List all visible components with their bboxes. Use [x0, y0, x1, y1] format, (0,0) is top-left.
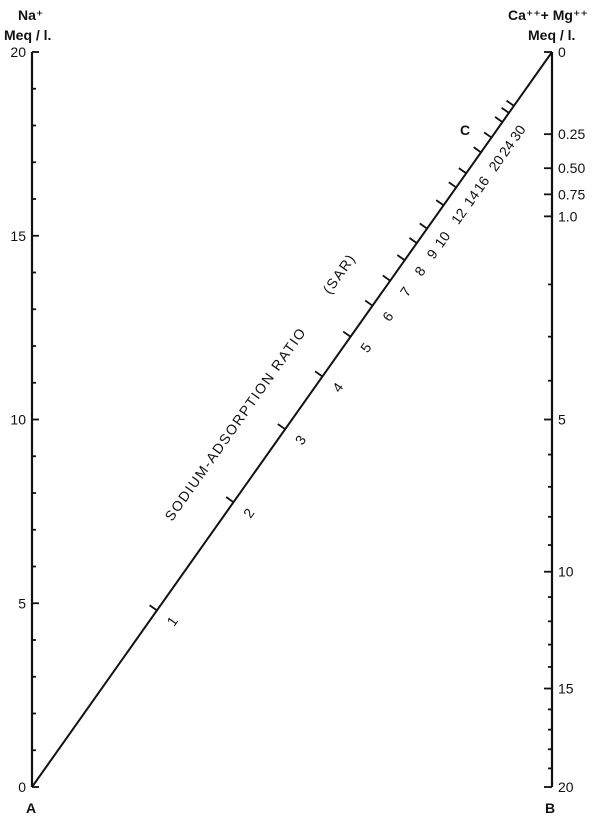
sar-tick-label: 8	[411, 263, 429, 279]
sar-tick-label: 7	[397, 284, 415, 300]
sar-tick-2	[277, 423, 286, 430]
sodium-axis-ticks: 20 15 10 5 0	[10, 44, 39, 795]
sar-tick-12	[458, 167, 467, 175]
sar-tick-label: 6	[379, 309, 397, 325]
sar-tick-label: 10	[431, 228, 453, 250]
calcium-magnesium-tick-label: 0.50	[558, 160, 585, 176]
sar-tick-label: 12	[448, 205, 470, 227]
point-b-label: B	[545, 800, 555, 816]
sodium-axis-header: Na⁺	[18, 7, 43, 23]
sar-tick-14	[483, 131, 492, 139]
calcium-magnesium-axis-header: Ca⁺⁺+ Mg⁺⁺	[508, 7, 588, 23]
sar-tick-label: 3	[292, 432, 310, 448]
sar-tick-label: 2	[240, 505, 258, 521]
sar-tick-15	[494, 116, 503, 123]
sar-tick-label: 30	[507, 122, 529, 144]
sar-abbrev: (SAR)	[319, 250, 358, 296]
sar-tick-3	[314, 370, 323, 378]
sar-tick-13	[473, 146, 482, 154]
sar-tick-label: 5	[357, 340, 375, 356]
calcium-magnesium-tick-label: 5	[558, 412, 566, 428]
calcium-magnesium-axis-ticks: 0 0.25 0.50 0.75 1.0 5 10 15 20	[544, 44, 585, 795]
sar-tick-9	[419, 222, 428, 230]
calcium-magnesium-tick-label: 10	[558, 564, 574, 580]
sar-tick-label: 9	[423, 246, 441, 262]
point-a-label: A	[26, 800, 36, 816]
sar-tick-8	[408, 237, 418, 244]
sar-tick-16	[501, 106, 510, 114]
sar-tick-5	[364, 299, 374, 307]
calcium-magnesium-tick-label: 20	[558, 779, 574, 795]
sodium-axis: Na⁺ Meq / l. 20 15 10 5 0 A	[4, 7, 51, 816]
calcium-magnesium-tick-label: 15	[558, 681, 574, 697]
calcium-magnesium-tick-label: 0.25	[558, 126, 585, 142]
sodium-tick-label: 0	[18, 779, 26, 795]
calcium-magnesium-axis-units: Meq / l.	[528, 27, 575, 43]
sar-title: SODIUM-ADSORPTION RATIO	[161, 324, 309, 524]
sar-tick-10	[435, 199, 445, 207]
sar-tick-0	[149, 604, 158, 612]
sar-tick-17	[506, 99, 515, 107]
sodium-tick-label: 20	[10, 44, 26, 60]
sodium-tick-label: 10	[10, 412, 26, 428]
sar-scale-line	[31, 51, 553, 788]
sodium-tick-label: 5	[18, 595, 26, 611]
sodium-axis-units: Meq / l.	[4, 27, 51, 43]
sar-tick-6	[382, 274, 391, 282]
sar-tick-label: 1	[163, 613, 181, 629]
sodium-tick-label: 15	[10, 228, 26, 244]
sar-tick-4	[342, 330, 352, 338]
calcium-magnesium-tick-label: 0	[558, 44, 566, 60]
point-c-label: C	[460, 122, 470, 138]
sar-tick-11	[448, 181, 457, 189]
sar-tick-1	[225, 496, 234, 503]
sar-tick-label: 4	[329, 379, 347, 395]
calcium-magnesium-tick-label: 0.75	[558, 186, 585, 202]
sar-tick-7	[396, 254, 406, 261]
calcium-magnesium-axis: Ca⁺⁺+ Mg⁺⁺ Meq / l. 0 0.25 0.50 0.75 1.0 5 10 1…	[508, 7, 588, 816]
calcium-magnesium-tick-label: 1.0	[558, 208, 578, 224]
